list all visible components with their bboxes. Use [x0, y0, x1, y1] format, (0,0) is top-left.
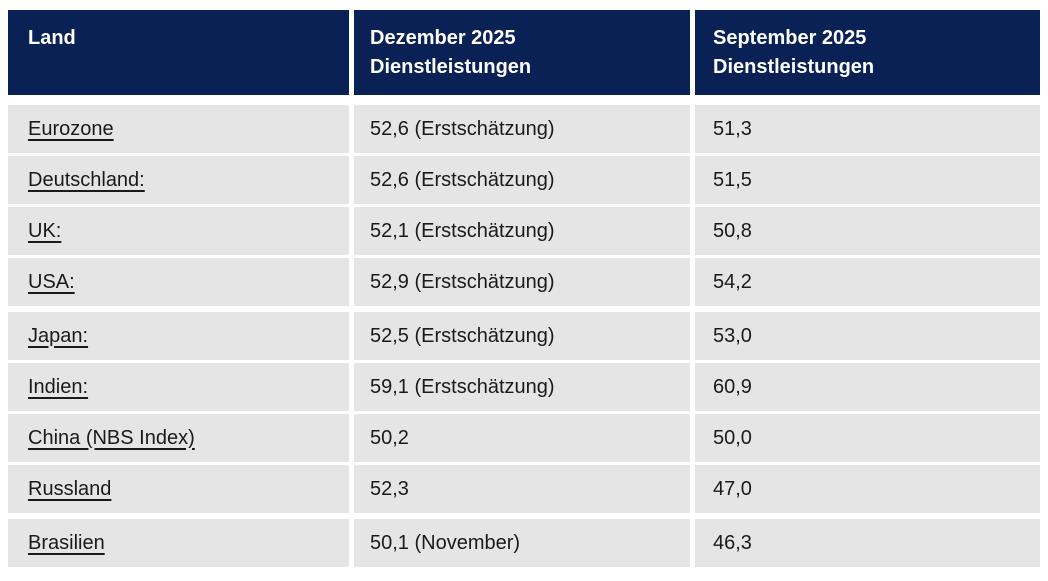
table-row-deutschland: Deutschland: 52,6 (Erstschätzung) 51,5 — [8, 156, 1040, 204]
table-row-usa: USA: 52,9 (Erstschätzung) 54,2 — [8, 258, 1040, 306]
table-row-japan: Japan: 52,5 (Erstschätzung) 53,0 — [8, 312, 1040, 360]
country-cell: Indien: — [8, 363, 349, 411]
country-cell: Japan: — [8, 312, 349, 360]
country-cell: Brasilien — [8, 519, 349, 567]
header-cell-land: Land — [8, 10, 349, 95]
dezember-value: 52,6 (Erstschätzung) — [354, 156, 690, 204]
table-row-russland: Russland 52,3 47,0 — [8, 465, 1040, 513]
country-link-china[interactable]: China (NBS Index) — [28, 426, 195, 449]
country-cell: UK: — [8, 207, 349, 255]
country-link-eurozone[interactable]: Eurozone — [28, 117, 114, 140]
dezember-value: 52,1 (Erstschätzung) — [354, 207, 690, 255]
country-link-uk[interactable]: UK: — [28, 219, 62, 242]
header-cell-september-2025: September 2025 Dienstleistungen — [695, 10, 1040, 95]
country-link-indien[interactable]: Indien: — [28, 375, 89, 398]
table-row-indien: Indien: 59,1 (Erstschätzung) 60,9 — [8, 363, 1040, 411]
header-cell-dezember-2025: Dezember 2025 Dienstleistungen — [354, 10, 690, 95]
september-value: 60,9 — [695, 363, 1040, 411]
table-row-uk: UK: 52,1 (Erstschätzung) 50,8 — [8, 207, 1040, 255]
september-value: 50,8 — [695, 207, 1040, 255]
september-value: 47,0 — [695, 465, 1040, 513]
country-cell: Deutschland: — [8, 156, 349, 204]
dezember-value: 50,2 — [354, 414, 690, 462]
country-link-japan[interactable]: Japan: — [28, 324, 89, 347]
table-row-eurozone: Eurozone 52,6 (Erstschätzung) 51,3 — [8, 105, 1040, 153]
country-link-deutschland[interactable]: Deutschland: — [28, 168, 145, 191]
table-row-brasilien: Brasilien 50,1 (November) 46,3 — [8, 519, 1040, 567]
september-value: 54,2 — [695, 258, 1040, 306]
country-cell: Eurozone — [8, 105, 349, 153]
country-link-russland[interactable]: Russland — [28, 477, 112, 500]
country-cell: Russland — [8, 465, 349, 513]
pmi-services-table: Land Dezember 2025 Dienstleistungen Sept… — [8, 10, 1040, 567]
september-value: 50,0 — [695, 414, 1040, 462]
september-value: 51,3 — [695, 105, 1040, 153]
dezember-value: 59,1 (Erstschätzung) — [354, 363, 690, 411]
table-header-row: Land Dezember 2025 Dienstleistungen Sept… — [8, 10, 1040, 95]
dezember-value: 52,5 (Erstschätzung) — [354, 312, 690, 360]
dezember-value: 52,9 (Erstschätzung) — [354, 258, 690, 306]
dezember-value: 52,3 — [354, 465, 690, 513]
september-value: 53,0 — [695, 312, 1040, 360]
dezember-value: 50,1 (November) — [354, 519, 690, 567]
table-row-china: China (NBS Index) 50,2 50,0 — [8, 414, 1040, 462]
country-cell: USA: — [8, 258, 349, 306]
september-value: 51,5 — [695, 156, 1040, 204]
country-link-brasilien[interactable]: Brasilien — [28, 531, 105, 554]
country-cell: China (NBS Index) — [8, 414, 349, 462]
country-link-usa[interactable]: USA: — [28, 270, 75, 293]
dezember-value: 52,6 (Erstschätzung) — [354, 105, 690, 153]
september-value: 46,3 — [695, 519, 1040, 567]
